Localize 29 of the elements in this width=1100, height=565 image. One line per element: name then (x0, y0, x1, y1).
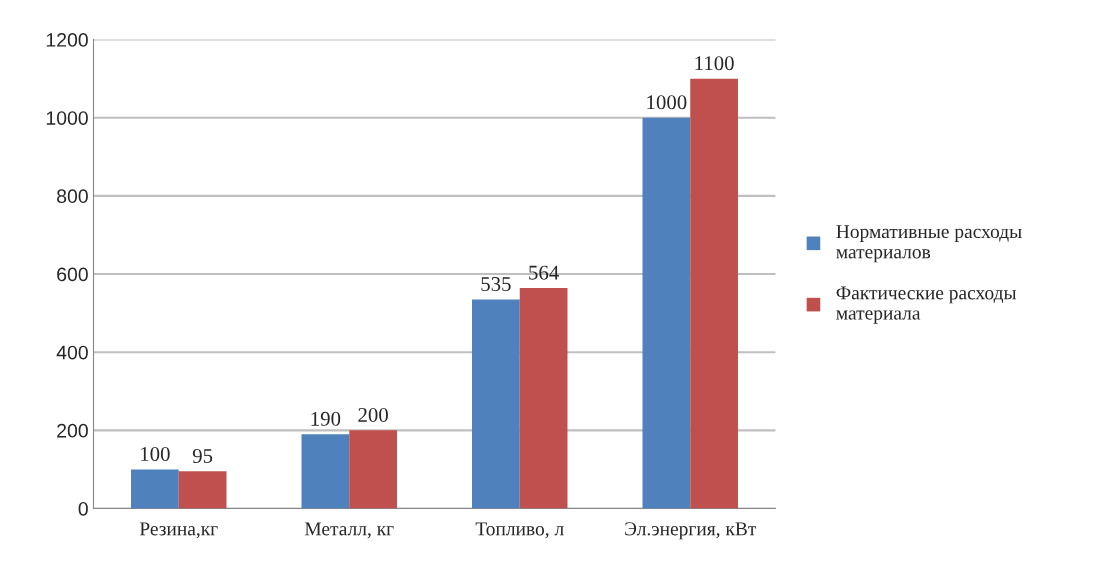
bar (690, 78, 738, 509)
x-tick-label: Эл.энергия, кВт (625, 522, 757, 540)
data-label: 190 (311, 411, 341, 426)
y-tick-label: 800 (57, 189, 88, 204)
bar (178, 471, 227, 509)
bar (472, 299, 520, 509)
bar (131, 469, 179, 509)
x-tick-label: Резина,кг (139, 522, 218, 539)
data-label: 95 (192, 448, 213, 463)
bar (301, 434, 350, 509)
y-tick-label: 200 (57, 423, 88, 438)
y-tick-label: 400 (56, 345, 88, 360)
data-label: 200 (358, 407, 388, 422)
bar (642, 117, 691, 509)
data-label: 1000 (647, 95, 687, 110)
bar (519, 288, 568, 509)
y-tick-label: 1000 (46, 111, 88, 125)
legend-label: Нормативные расходы материалов (836, 225, 1022, 263)
x-tick-label: Металл, кг (304, 522, 394, 539)
data-label: 564 (529, 265, 559, 280)
y-tick-label: 600 (57, 267, 88, 282)
data-label: 100 (141, 446, 170, 462)
x-tick-label: Топливо, л (475, 522, 564, 539)
y-tick-label: 0 (78, 501, 88, 516)
data-label: 1100 (695, 56, 734, 71)
bar (349, 430, 397, 509)
legend-label: Фактические расходы материала (836, 286, 1017, 324)
y-tick-label: 1200 (46, 33, 88, 47)
data-label: 535 (481, 277, 511, 292)
